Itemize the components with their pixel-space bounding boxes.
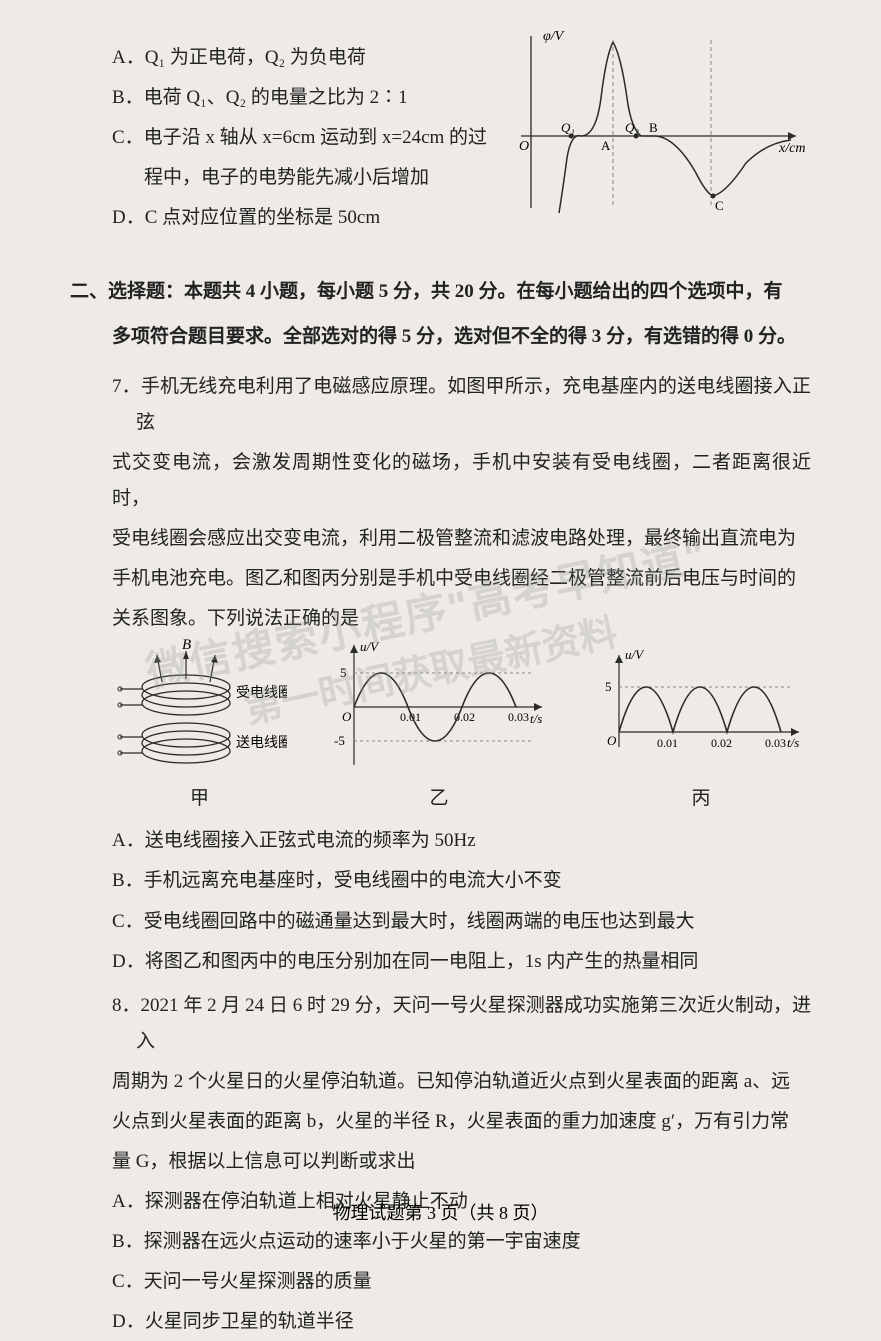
text: 火点到火星表面的距离 b，火星的半径 R，火星表面的重力加速度 g′，万有引力常	[112, 1111, 789, 1132]
q7-line3: 受电线圈会感应出交变电流，利用二极管整流和滤波电路处理，最终输出直流电为	[70, 521, 811, 557]
text: 二、选择题：本题共 4 小题，每小题 5 分，共 20 分。在每小题给出的四个选…	[70, 281, 783, 302]
text: 受电线圈会感应出交变电流，利用二极管整流和滤波电路处理，最终输出直流电为	[112, 528, 796, 549]
section2-head-line2: 多项符合题目要求。全部选对的得 5 分，选对但不全的得 3 分，有选错的得 0 …	[70, 319, 811, 355]
fig-jia: B	[112, 637, 287, 817]
text: 2021 年 2 月 24 日 6 时 29 分，天问一号火星探测器成功实施第三…	[136, 995, 811, 1052]
svg-text:送电线圈: 送电线圈	[236, 735, 287, 751]
q6-graph: φ/V x/cm O Q₁ A Q₂ B C	[501, 28, 811, 218]
q8-line3: 火点到火星表面的距离 b，火星的半径 R，火星表面的重力加速度 g′，万有引力常	[70, 1104, 811, 1140]
svg-text:0.03: 0.03	[765, 736, 786, 750]
q7-figures: B	[112, 647, 811, 817]
opt-text: C．电子沿 x 轴从 x=6cm 运动到 x=24cm 的过	[112, 127, 487, 148]
svg-text:B: B	[649, 120, 658, 135]
fig-yi: u/V t/s 5 -5 O 0.01 0.02 0.03 乙	[324, 637, 554, 817]
q7-line5: 关系图象。下列说法正确的是	[70, 601, 811, 637]
q-num: 7．	[112, 376, 141, 397]
text: 手机无线充电利用了电磁感应原理。如图甲所示，充电基座内的送电线圈接入正弦	[136, 376, 811, 433]
svg-text:-5: -5	[334, 733, 345, 748]
fig-yi-label: 乙	[324, 781, 554, 817]
svg-text:Q₂: Q₂	[625, 120, 639, 135]
opt-text: A．Q₁ 为正电荷，Q₂ 为负电荷	[112, 47, 366, 68]
section2-head-line1: 二、选择题：本题共 4 小题，每小题 5 分，共 20 分。在每小题给出的四个选…	[70, 274, 811, 310]
svg-text:A: A	[601, 138, 611, 153]
svg-text:C: C	[715, 198, 724, 213]
q7-option-c: C．受电线圈回路中的磁通量达到最大时，线圈两端的电压也达到最大	[70, 904, 811, 940]
fig-jia-label: 甲	[112, 781, 287, 817]
opt-text: 程中，电子的电势能先减小后增加	[144, 167, 429, 188]
text: 关系图象。下列说法正确的是	[112, 608, 359, 629]
text: C．受电线圈回路中的磁通量达到最大时，线圈两端的电压也达到最大	[112, 911, 695, 932]
fig-bing: u/V t/s 5 O 0.01 0.02 0.03 丙	[591, 637, 811, 817]
svg-text:B: B	[182, 637, 191, 653]
q7-option-d: D．将图乙和图丙中的电压分别加在同一电阻上，1s 内产生的热量相同	[70, 944, 811, 980]
q-num: 8．	[112, 995, 141, 1016]
ylabel: φ/V	[543, 29, 565, 44]
q7-line1: 7．手机无线充电利用了电磁感应原理。如图甲所示，充电基座内的送电线圈接入正弦	[70, 369, 811, 441]
svg-text:t/s: t/s	[530, 711, 542, 726]
text: 周期为 2 个火星日的火星停泊轨道。已知停泊轨道近火点到火星表面的距离 a、远	[112, 1071, 790, 1092]
text: B．探测器在远火点运动的速率小于火星的第一宇宙速度	[112, 1231, 581, 1252]
svg-text:t/s: t/s	[787, 735, 799, 750]
opt-text: D．C 点对应位置的坐标是 50cm	[112, 207, 380, 228]
svg-text:0.03: 0.03	[508, 710, 529, 724]
q7-option-b: B．手机远离充电基座时，受电线圈中的电流大小不变	[70, 863, 811, 899]
text: A．送电线圈接入正弦式电流的频率为 50Hz	[112, 830, 476, 851]
q7-option-a: A．送电线圈接入正弦式电流的频率为 50Hz	[70, 823, 811, 859]
text: 手机电池充电。图乙和图丙分别是手机中受电线圈经二极管整流前后电压与时间的	[112, 568, 796, 589]
svg-text:O: O	[519, 139, 529, 154]
q8-line1: 8．2021 年 2 月 24 日 6 时 29 分，天问一号火星探测器成功实施…	[70, 988, 811, 1060]
text: 多项符合题目要求。全部选对的得 5 分，选对但不全的得 3 分，有选错的得 0 …	[112, 326, 796, 347]
text: D．将图乙和图丙中的电压分别加在同一电阻上，1s 内产生的热量相同	[112, 951, 698, 972]
opt-text: B．电荷 Q₁、Q₂ 的电量之比为 2∶1	[112, 87, 408, 108]
q8-line2: 周期为 2 个火星日的火星停泊轨道。已知停泊轨道近火点到火星表面的距离 a、远	[70, 1064, 811, 1100]
svg-text:0.01: 0.01	[657, 736, 678, 750]
q7-line2: 式交变电流，会激发周期性变化的磁场，手机中安装有受电线圈，二者距离很近时，	[70, 445, 811, 517]
text: 式交变电流，会激发周期性变化的磁场，手机中安装有受电线圈，二者距离很近时，	[112, 452, 811, 509]
q8-option-b: B．探测器在远火点运动的速率小于火星的第一宇宙速度	[70, 1224, 811, 1260]
q7-line4: 手机电池充电。图乙和图丙分别是手机中受电线圈经二极管整流前后电压与时间的	[70, 561, 811, 597]
q8-line4: 量 G，根据以上信息可以判断或求出	[70, 1144, 811, 1180]
svg-text:0.02: 0.02	[711, 736, 732, 750]
svg-text:u/V: u/V	[625, 647, 645, 662]
svg-text:5: 5	[605, 679, 612, 694]
text: B．手机远离充电基座时，受电线圈中的电流大小不变	[112, 870, 562, 891]
text: 量 G，根据以上信息可以判断或求出	[112, 1151, 415, 1172]
text: D．火星同步卫星的轨道半径	[112, 1311, 354, 1332]
svg-text:O: O	[342, 709, 352, 724]
svg-text:O: O	[607, 733, 617, 748]
q8-option-c: C．天问一号火星探测器的质量	[70, 1264, 811, 1300]
fig-bing-label: 丙	[591, 781, 811, 817]
q8-option-d: D．火星同步卫星的轨道半径	[70, 1304, 811, 1340]
svg-text:受电线圈: 受电线圈	[236, 685, 287, 701]
svg-text:Q₁: Q₁	[561, 120, 575, 135]
text: C．天问一号火星探测器的质量	[112, 1271, 372, 1292]
svg-text:5: 5	[340, 665, 347, 680]
svg-text:u/V: u/V	[360, 639, 380, 654]
xlabel: x/cm	[778, 141, 805, 156]
page-footer: 物理试题第 3 页（共 8 页）	[0, 1199, 881, 1225]
